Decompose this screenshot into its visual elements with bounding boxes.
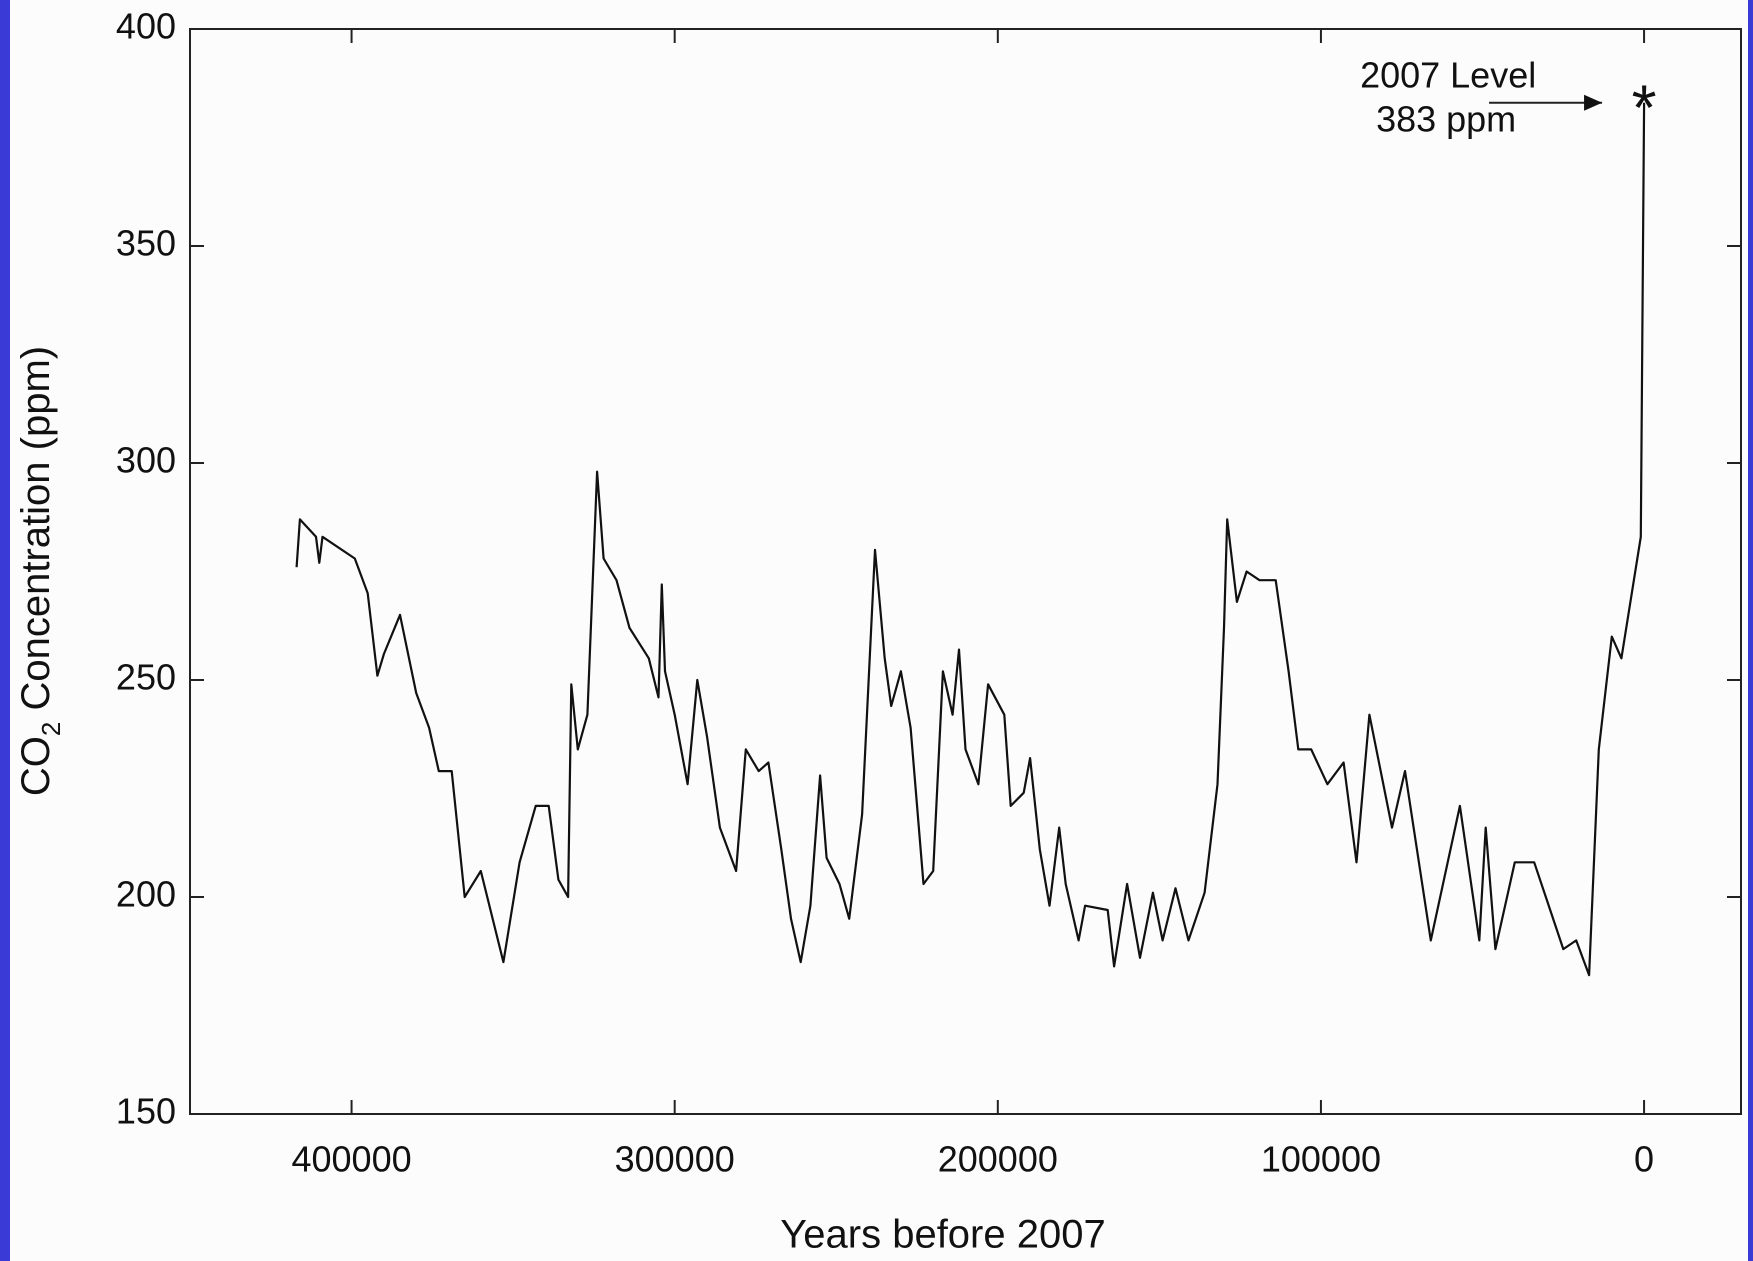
y-tick-label: 300 <box>116 440 176 481</box>
y-tick-label: 400 <box>116 6 176 47</box>
y-label-prefix: CO <box>14 736 58 796</box>
y-tick-label: 350 <box>116 223 176 264</box>
y-axis-label: CO2 Concentration (ppm) <box>14 346 66 796</box>
data-line <box>295 102 1646 977</box>
y-tick-label: 250 <box>116 657 176 698</box>
x-tick-label: 0 <box>1634 1139 1654 1180</box>
annotation-text: 2007 Level <box>1360 54 1536 95</box>
annotation-arrowhead <box>1584 94 1603 111</box>
y-tick-label: 200 <box>116 874 176 915</box>
y-label-suffix: Concentration (ppm) <box>14 346 58 722</box>
plot-frame <box>189 28 1742 1115</box>
panel <box>10 0 1748 1261</box>
annotation-star: * <box>1632 72 1657 144</box>
x-axis-label: Years before 2007 <box>780 1213 1105 1257</box>
y-tick-label: 150 <box>116 1091 176 1132</box>
x-tick-label: 100000 <box>1261 1139 1381 1180</box>
x-tick-label: 300000 <box>615 1139 735 1180</box>
x-tick-label: 400000 <box>291 1139 411 1180</box>
x-tick-label: 200000 <box>938 1139 1058 1180</box>
annotation-text: 383 ppm <box>1376 98 1516 139</box>
y-label-subscript: 2 <box>36 722 66 736</box>
